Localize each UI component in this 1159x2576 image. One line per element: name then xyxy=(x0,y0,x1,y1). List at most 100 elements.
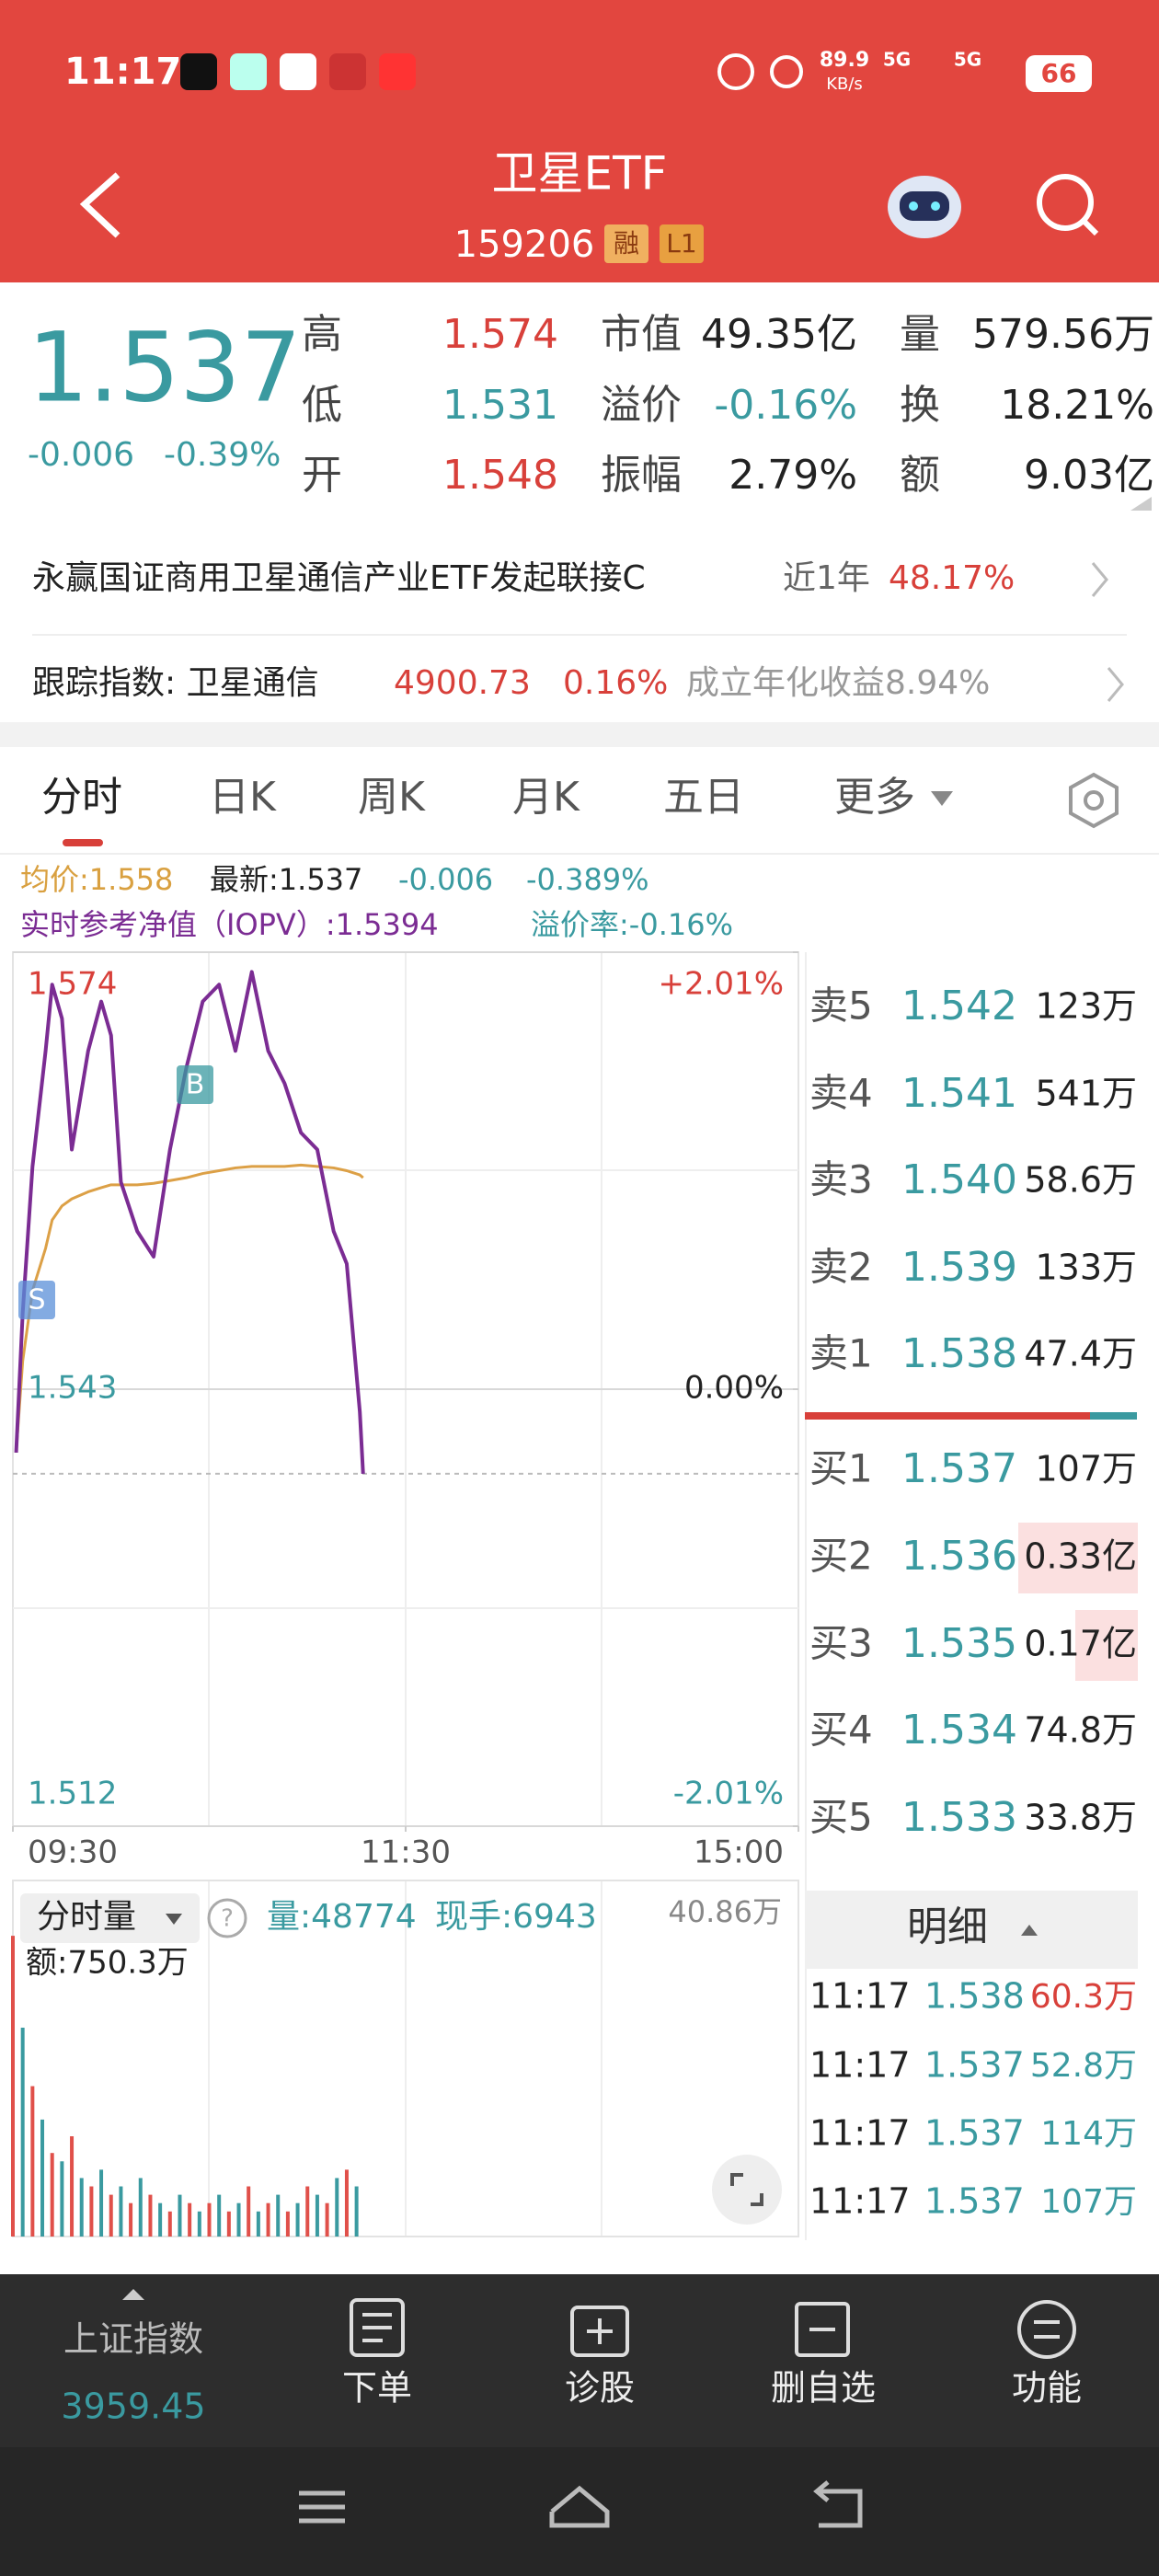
volume-selector-text: 分时量 xyxy=(37,1898,136,1936)
stat-label: 开 xyxy=(302,452,342,499)
current-volume: 现手:6943 xyxy=(435,1898,597,1936)
x-tick-label: 11:30 xyxy=(361,1834,451,1871)
trade-marker xyxy=(177,1065,213,1104)
book-label: 买2 xyxy=(809,1534,873,1579)
book-label: 买3 xyxy=(809,1621,873,1666)
y2-tick-label: 0.00% xyxy=(684,1370,784,1407)
nav-item[interactable]: 下单 xyxy=(342,2368,412,2409)
volume-bar xyxy=(89,2186,94,2237)
book-divider-buy xyxy=(1090,1412,1137,1420)
iopv: 实时参考净值（IOPV）:1.5394 xyxy=(20,907,439,942)
app-icons xyxy=(180,53,803,90)
assistant-button[interactable] xyxy=(888,176,961,238)
nav-item[interactable]: 功能 xyxy=(1012,2368,1082,2409)
volume-bar xyxy=(285,2211,290,2237)
fund-link[interactable]: 永赢国证商用卫星通信产业ETF发起联接C xyxy=(32,559,646,597)
back-button[interactable] xyxy=(79,172,120,238)
stat-value: 9.03亿 xyxy=(1024,452,1154,499)
y2-tick-label: -2.01% xyxy=(673,1776,784,1812)
avg-price: 均价:1.558 xyxy=(20,862,173,897)
stat-value: 1.574 xyxy=(442,311,558,358)
volume-bar xyxy=(354,2186,359,2237)
detail-time: 11:17 xyxy=(809,2113,911,2154)
detail-price: 1.537 xyxy=(924,2181,1025,2222)
book-volume: 133万 xyxy=(1035,1248,1137,1288)
book-price: 1.537 xyxy=(901,1445,1017,1492)
book-label: 卖1 xyxy=(809,1331,873,1376)
volume-scale-label: 40.86万 xyxy=(668,1894,782,1929)
book-label: 卖3 xyxy=(809,1157,873,1202)
detail-header[interactable] xyxy=(805,1891,1138,1969)
battery-level: 66 xyxy=(1041,58,1077,88)
detail-volume: 107万 xyxy=(1040,2183,1137,2221)
volume-bar xyxy=(226,2211,231,2237)
chevron[interactable] xyxy=(1091,562,1108,597)
nav-item[interactable]: 删自选 xyxy=(771,2368,876,2409)
volume-total: 量:48774 xyxy=(267,1898,417,1936)
tab-underline xyxy=(63,839,103,846)
stat-label: 高 xyxy=(302,311,342,358)
help-icon[interactable] xyxy=(207,1898,247,1938)
tab[interactable]: 日K xyxy=(209,774,277,821)
volume-bar xyxy=(256,2211,260,2237)
tab[interactable]: 分时 xyxy=(41,774,122,821)
volume-bar xyxy=(167,2211,172,2237)
trade-marker-text: S xyxy=(28,1284,45,1317)
volume-bar xyxy=(40,2119,45,2237)
book-label: 卖5 xyxy=(809,983,873,1029)
detail-volume: 52.8万 xyxy=(1030,2047,1137,2085)
detail-price: 1.537 xyxy=(924,2113,1025,2154)
net-unit: KB/s xyxy=(826,75,863,94)
detail-time: 11:17 xyxy=(809,1976,911,2017)
stat-value: 18.21% xyxy=(1000,382,1154,429)
volume-bar xyxy=(305,2186,310,2237)
system-nav xyxy=(0,2447,1159,2576)
detail-price: 1.538 xyxy=(924,1976,1025,2017)
tab[interactable]: 月K xyxy=(512,774,580,821)
depth-bar xyxy=(1018,1523,1138,1593)
book-price: 1.540 xyxy=(901,1156,1017,1203)
chevron[interactable] xyxy=(1107,667,1124,702)
period-return: 48.17% xyxy=(889,559,1015,597)
tab[interactable]: 周K xyxy=(358,774,426,821)
stat-label: 溢价 xyxy=(601,382,682,429)
book-label: 买4 xyxy=(809,1708,873,1753)
book-price: 1.538 xyxy=(901,1330,1017,1377)
book-price: 1.536 xyxy=(901,1533,1017,1580)
depth-bar xyxy=(1075,1610,1138,1681)
volume-bar xyxy=(295,2202,300,2237)
book-label: 买1 xyxy=(809,1446,873,1491)
badge-text: L1 xyxy=(666,228,696,259)
volume-bar xyxy=(99,2169,104,2237)
status-time: 11:17 xyxy=(64,51,181,93)
tracking-index[interactable]: 跟踪指数: 卫星通信 xyxy=(32,664,319,702)
volume-bar xyxy=(344,2169,349,2237)
y-tick-label: 1.543 xyxy=(28,1370,117,1407)
volume-bar xyxy=(236,2202,241,2237)
search-button[interactable] xyxy=(1037,174,1099,236)
tab[interactable]: 五日 xyxy=(663,774,744,821)
detail-price: 1.537 xyxy=(924,2045,1025,2086)
book-price: 1.542 xyxy=(901,983,1017,1029)
last-price: 1.537 xyxy=(28,311,302,423)
tab[interactable]: 更多 xyxy=(834,774,915,821)
volume-bar xyxy=(129,2202,133,2237)
expand-arrow[interactable] xyxy=(122,2289,144,2300)
book-price: 1.535 xyxy=(901,1620,1017,1667)
nav-item[interactable]: 诊股 xyxy=(565,2368,635,2409)
x-tick-label: 09:30 xyxy=(28,1834,118,1871)
fullscreen-button[interactable] xyxy=(712,2155,782,2225)
divider xyxy=(805,952,807,2240)
book-price: 1.539 xyxy=(901,1244,1017,1291)
settings-button[interactable] xyxy=(1069,772,1119,829)
badge xyxy=(660,224,704,263)
volume-bar xyxy=(20,2028,25,2237)
volume-selector[interactable] xyxy=(20,1893,200,1943)
chart-grid xyxy=(13,952,798,2237)
volume-bar xyxy=(217,2194,222,2237)
book-volume: 107万 xyxy=(1035,1449,1137,1489)
system-buttons[interactable] xyxy=(299,2480,863,2528)
index-name[interactable]: 上证指数 xyxy=(63,2319,203,2360)
premium: 溢价率:-0.16% xyxy=(531,907,733,942)
